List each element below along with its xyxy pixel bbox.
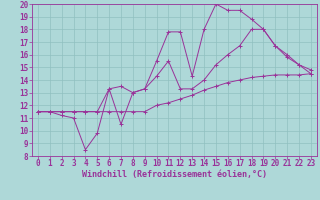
X-axis label: Windchill (Refroidissement éolien,°C): Windchill (Refroidissement éolien,°C) (82, 170, 267, 179)
